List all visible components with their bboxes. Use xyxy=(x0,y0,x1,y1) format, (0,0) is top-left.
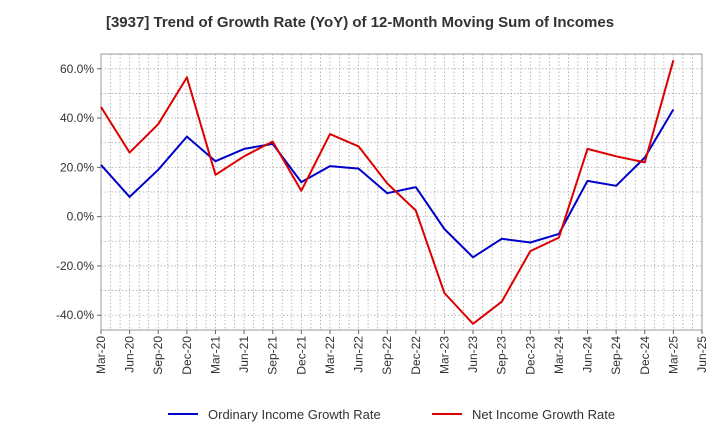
plot-area-frame xyxy=(100,53,703,331)
x-axis: Mar-20 Jun-20 Sep-20 Dec-20 Mar-21 Jun-21 Sep-… xyxy=(94,330,709,375)
y-tick-label: -20.0% xyxy=(56,259,94,273)
x-tick-label: Jun-22 xyxy=(352,336,366,373)
legend-label: Ordinary Income Growth Rate xyxy=(208,407,381,422)
x-tick-label: Sep-22 xyxy=(380,336,394,375)
grid xyxy=(100,54,703,330)
x-tick-label: Jun-23 xyxy=(466,336,480,373)
chart-title: [3937] Trend of Growth Rate (YoY) of 12-… xyxy=(105,14,615,31)
y-tick-label: -40.0% xyxy=(56,308,94,322)
x-tick-label: Dec-23 xyxy=(523,336,537,375)
series-line-1 xyxy=(100,108,675,259)
series-line-2 xyxy=(100,59,675,325)
x-tick-label: Mar-25 xyxy=(666,336,680,374)
x-tick-label: Dec-21 xyxy=(294,336,308,375)
series-layer xyxy=(100,59,675,325)
x-tick-label: Jun-20 xyxy=(123,336,137,373)
x-tick-label: Mar-22 xyxy=(323,336,337,374)
x-tick-label: Mar-20 xyxy=(94,336,108,374)
x-tick-label: Dec-24 xyxy=(638,336,652,375)
x-tick-label: Mar-24 xyxy=(552,336,566,374)
x-tick-label: Sep-24 xyxy=(609,336,623,375)
legend: Ordinary Income Growth Rate Net Income Gr… xyxy=(168,407,615,422)
y-tick-label: 60.0% xyxy=(60,62,94,76)
x-tick-label: Dec-20 xyxy=(180,336,194,375)
x-tick-label: Sep-20 xyxy=(151,336,165,375)
y-tick-label: 40.0% xyxy=(60,111,94,125)
x-tick-label: Mar-21 xyxy=(208,336,222,374)
x-tick-label: Jun-21 xyxy=(237,336,251,373)
legend-label: Net Income Growth Rate xyxy=(472,407,615,422)
x-tick-label: Dec-22 xyxy=(409,336,423,375)
y-axis: 60.0% 40.0% 20.0% 0.0% -20.0% -40.0% xyxy=(56,62,101,322)
x-tick-label: Jun-25 xyxy=(695,336,709,373)
x-tick-label: Jun-24 xyxy=(581,336,595,373)
x-tick-label: Sep-21 xyxy=(266,336,280,375)
y-tick-label: 20.0% xyxy=(60,160,94,174)
x-tick-label: Sep-23 xyxy=(495,336,509,375)
x-tick-label: Mar-23 xyxy=(437,336,451,374)
y-tick-label: 0.0% xyxy=(67,210,95,224)
